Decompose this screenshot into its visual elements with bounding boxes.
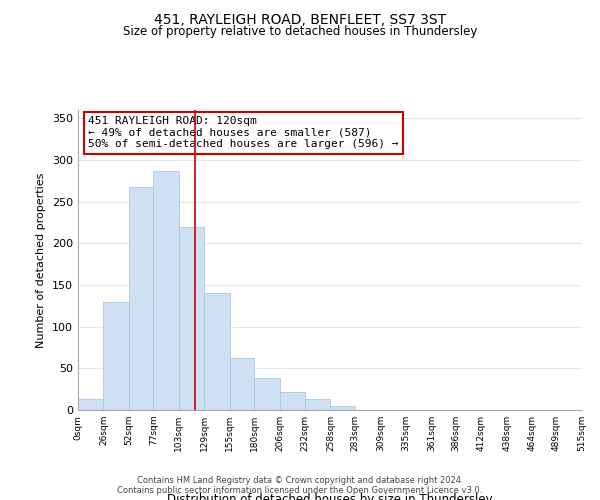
- Bar: [154, 171, 179, 410]
- Y-axis label: Number of detached properties: Number of detached properties: [37, 172, 46, 348]
- Bar: [103, 302, 129, 410]
- Bar: [254, 378, 280, 410]
- Bar: [129, 186, 154, 410]
- Text: Contains public sector information licensed under the Open Government Licence v3: Contains public sector information licen…: [118, 486, 482, 495]
- Bar: [230, 358, 254, 410]
- Bar: [78, 399, 103, 410]
- Text: Size of property relative to detached houses in Thundersley: Size of property relative to detached ho…: [123, 25, 477, 38]
- Bar: [280, 392, 305, 410]
- Text: Contains HM Land Registry data © Crown copyright and database right 2024.: Contains HM Land Registry data © Crown c…: [137, 476, 463, 485]
- Bar: [305, 399, 331, 410]
- Bar: [204, 294, 230, 410]
- Text: 451 RAYLEIGH ROAD: 120sqm
← 49% of detached houses are smaller (587)
50% of semi: 451 RAYLEIGH ROAD: 120sqm ← 49% of detac…: [88, 116, 398, 149]
- Bar: [331, 406, 355, 410]
- Bar: [179, 226, 204, 410]
- Text: 451, RAYLEIGH ROAD, BENFLEET, SS7 3ST: 451, RAYLEIGH ROAD, BENFLEET, SS7 3ST: [154, 12, 446, 26]
- X-axis label: Distribution of detached houses by size in Thundersley: Distribution of detached houses by size …: [167, 493, 493, 500]
